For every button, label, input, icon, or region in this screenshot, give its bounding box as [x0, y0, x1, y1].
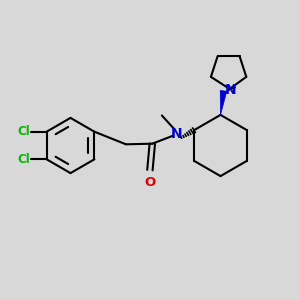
- Text: O: O: [144, 176, 155, 188]
- Text: N: N: [225, 83, 237, 97]
- Text: N: N: [171, 127, 183, 141]
- Polygon shape: [220, 91, 227, 115]
- Text: Cl: Cl: [17, 125, 30, 138]
- Text: Cl: Cl: [17, 153, 30, 166]
